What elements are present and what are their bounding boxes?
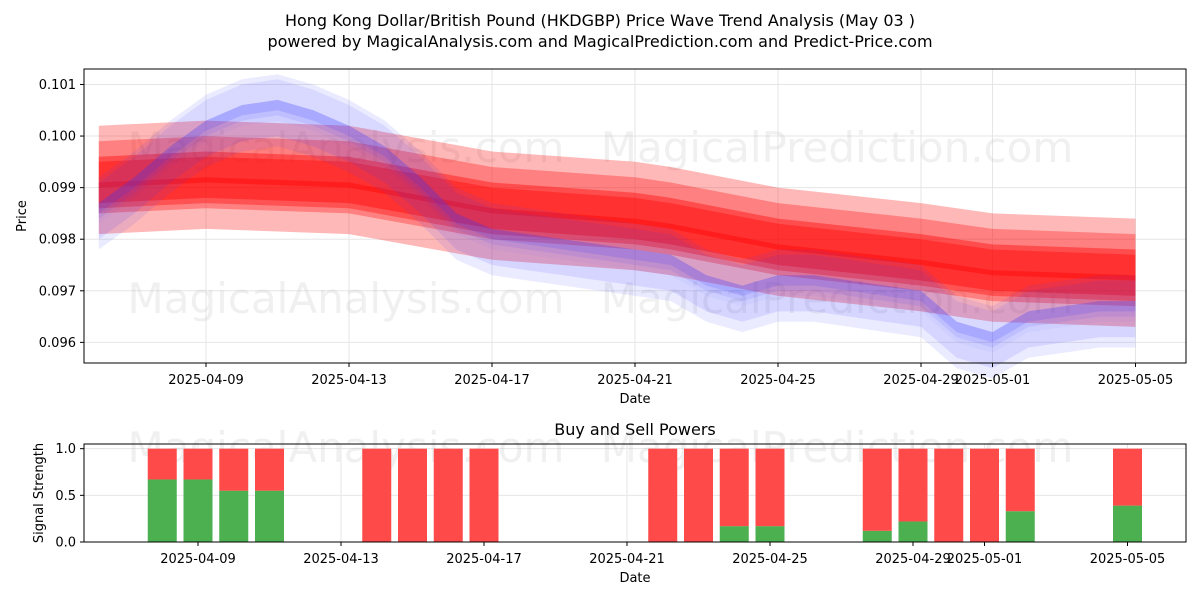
sell-bar	[1113, 448, 1142, 506]
buy-bar	[147, 479, 177, 542]
sell-bar	[970, 448, 999, 542]
price-x-tick-label: 2025-05-05	[1098, 373, 1174, 388]
sell-bar	[433, 448, 463, 542]
signal-x-tick-label: 2025-04-25	[732, 552, 808, 567]
forecast-bands	[98, 120, 1136, 327]
watermark-analysis-2: MagicalAnalysis.com	[128, 274, 565, 323]
signal-x-tick-label: 2025-05-05	[1090, 552, 1166, 567]
price-x-tick-label: 2025-04-17	[454, 373, 530, 388]
signal-x-tick-label: 2025-04-21	[589, 552, 665, 567]
buy-bar	[862, 530, 892, 542]
sell-bar	[219, 448, 249, 491]
sell-bar	[862, 448, 892, 531]
buy-bar	[1005, 511, 1035, 542]
signal-x-tick-label: 2025-04-13	[303, 552, 379, 567]
buy-bar	[719, 526, 749, 542]
wave-band	[98, 99, 1136, 353]
price-y-tick-label: 0.096	[39, 336, 76, 351]
sell-bar	[684, 448, 713, 542]
price-grid	[84, 69, 1186, 363]
wave-band	[98, 120, 1136, 379]
sell-bar	[469, 448, 499, 542]
sell-bar	[755, 448, 785, 527]
sell-bar	[719, 448, 749, 527]
price-x-tick-label: 2025-05-01	[955, 373, 1031, 388]
sell-bar	[362, 448, 392, 542]
signal-y-tick-label: 0.0	[55, 536, 76, 551]
wave-band	[98, 79, 1136, 333]
sell-bar	[398, 448, 427, 542]
sell-bar	[898, 448, 928, 522]
buy-bar	[755, 526, 785, 542]
watermark-prediction-1: MagicalPrediction.com	[601, 123, 1074, 172]
sell-bar	[255, 448, 284, 491]
price-y-tick-label: 0.097	[39, 284, 76, 299]
buy-bar	[219, 490, 249, 542]
price-chart: MagicalAnalysis.com MagicalPrediction.co…	[15, 68, 1187, 407]
price-x-tick-label: 2025-04-29	[883, 373, 959, 388]
figure-subtitle: powered by MagicalAnalysis.com and Magic…	[267, 32, 932, 51]
sell-bar	[934, 448, 964, 542]
price-y-tick-label: 0.099	[39, 181, 76, 196]
signal-x-ticks: 2025-04-09 2025-04-13 2025-04-17 2025-04-21…	[160, 542, 1165, 567]
buy-bar	[183, 479, 213, 542]
buy-bar	[1113, 505, 1142, 542]
price-y-tick-label: 0.101	[39, 78, 76, 93]
price-x-tick-label: 2025-04-09	[168, 373, 244, 388]
watermark-prediction-2: MagicalPrediction.com	[601, 274, 1074, 323]
sell-bar	[183, 448, 213, 480]
sell-bar	[648, 448, 678, 542]
signal-x-axis-label: Date	[619, 571, 650, 586]
buy-bar	[898, 521, 928, 542]
wave-band	[98, 99, 1136, 343]
signal-x-tick-label: 2025-04-29	[875, 552, 951, 567]
wave-band	[98, 74, 1136, 348]
sell-bar	[1005, 448, 1035, 512]
forecast-band	[98, 177, 1136, 296]
signal-plot-frame	[83, 443, 1187, 543]
signal-y-tick-label: 1.0	[55, 442, 76, 457]
price-x-tick-label: 2025-04-21	[597, 373, 673, 388]
price-x-ticks: 2025-04-09 2025-04-13 2025-04-17 2025-04-21…	[168, 363, 1173, 388]
forecast-band	[98, 151, 1136, 281]
price-x-tick-label: 2025-04-13	[311, 373, 387, 388]
signal-x-tick-label: 2025-04-17	[446, 552, 522, 567]
watermark-analysis-1: MagicalAnalysis.com	[128, 123, 565, 172]
signal-chart: Buy and Sell Powers MagicalAnalysis.com …	[32, 420, 1187, 586]
figure-title: Hong Kong Dollar/British Pound (HKDGBP) …	[285, 11, 915, 30]
price-x-tick-label: 2025-04-25	[740, 373, 816, 388]
price-x-axis-label: Date	[619, 392, 650, 407]
signal-chart-title: Buy and Sell Powers	[554, 420, 716, 439]
sell-bar	[147, 448, 177, 480]
forecast-band	[98, 156, 1136, 302]
price-y-ticks: 0.096 0.097 0.098 0.099 0.100 0.101	[39, 78, 84, 351]
signal-y-tick-label: 0.5	[55, 489, 76, 504]
price-y-axis-label: Price	[15, 200, 30, 232]
wave-bands	[98, 74, 1136, 379]
price-watermarks: MagicalAnalysis.com MagicalPrediction.co…	[128, 123, 1074, 323]
forecast-band	[98, 120, 1136, 327]
price-y-tick-label: 0.100	[39, 130, 76, 145]
signal-x-tick-label: 2025-04-09	[160, 552, 236, 567]
wave-band	[98, 99, 1136, 369]
buy-bar	[255, 490, 284, 542]
signal-y-axis-label: Signal Strength	[32, 443, 47, 543]
signal-y-ticks: 0.0 0.5 1.0	[55, 442, 84, 551]
signal-x-tick-label: 2025-05-01	[947, 552, 1023, 567]
forecast-band	[98, 136, 1136, 307]
price-y-tick-label: 0.098	[39, 233, 76, 248]
signal-watermarks: MagicalAnalysis.com MagicalPrediction.co…	[128, 423, 1074, 472]
signal-bars	[147, 448, 1142, 542]
